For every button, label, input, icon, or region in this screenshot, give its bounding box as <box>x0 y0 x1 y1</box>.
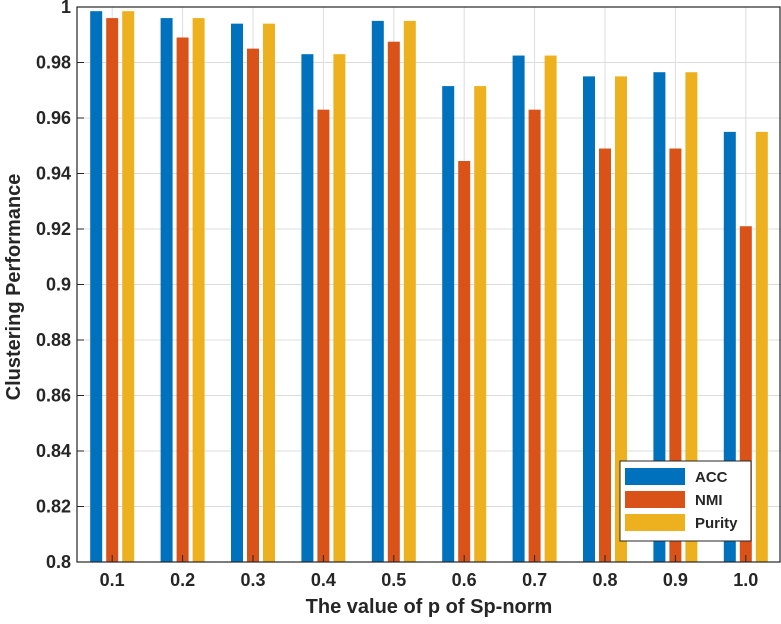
x-tick-label: 0.2 <box>170 570 195 590</box>
bar-acc-0.2 <box>160 18 173 563</box>
bar-purity-0.8 <box>615 76 627 562</box>
bar-purity-0.2 <box>192 18 205 563</box>
bar-acc-0.5 <box>371 20 384 563</box>
bar-purity-0.3 <box>263 23 275 562</box>
bar-acc-0.4 <box>301 54 314 563</box>
bar-nmi-0.3 <box>247 48 259 563</box>
bar-purity-0.5 <box>403 20 416 563</box>
y-tick-label: 0.9 <box>46 275 71 295</box>
legend-swatch-purity <box>625 514 685 531</box>
y-tick-label: 1 <box>61 0 71 17</box>
bar-acc-0.3 <box>231 23 243 562</box>
x-tick-label: 0.1 <box>100 570 125 590</box>
legend-swatch-nmi <box>625 491 685 508</box>
x-tick-label: 0.3 <box>240 570 265 590</box>
bar-acc-0.7 <box>512 55 525 563</box>
legend-label-acc: ACC <box>695 469 728 486</box>
bar-nmi-0.5 <box>387 41 400 562</box>
x-tick-label: 0.9 <box>663 570 688 590</box>
x-axis-title: The value of p of Sp-norm <box>306 596 553 618</box>
bar-purity-0.4 <box>333 54 346 563</box>
y-tick-label: 0.84 <box>36 441 71 461</box>
bar-nmi-0.9 <box>669 148 682 562</box>
y-tick-label: 0.86 <box>36 386 71 406</box>
x-tick-label: 0.6 <box>452 570 477 590</box>
bar-nmi-0.2 <box>176 37 189 562</box>
y-tick-label: 0.82 <box>36 497 71 517</box>
bar-nmi-0.8 <box>599 148 611 562</box>
bars-layer <box>90 11 768 563</box>
legend-label-nmi: NMI <box>695 492 723 509</box>
bar-nmi-0.4 <box>317 109 330 563</box>
bar-acc-0.6 <box>442 86 455 562</box>
bar-nmi-0.6 <box>458 161 471 562</box>
x-tick-label: 1.0 <box>733 570 758 590</box>
x-tick-label: 0.4 <box>311 570 336 590</box>
legend-label-purity: Purity <box>695 515 738 532</box>
ticks-layer: 0.8 0.82 0.84 0.86 0.88 0.9 0.92 0.94 0.96 0.98 1 0… <box>36 0 758 590</box>
y-tick-label: 0.8 <box>46 552 71 572</box>
bar-purity-0.1 <box>122 11 135 563</box>
bar-acc-0.8 <box>583 76 595 562</box>
x-tick-label: 0.7 <box>522 570 547 590</box>
bar-purity-0.9 <box>685 72 698 563</box>
y-tick-label: 0.94 <box>36 164 71 184</box>
legend-swatch-acc <box>625 468 685 485</box>
y-tick-label: 0.96 <box>36 108 71 128</box>
y-tick-label: 0.92 <box>36 219 71 239</box>
bar-acc-0.9 <box>653 72 666 563</box>
bar-purity-0.7 <box>544 55 557 563</box>
bar-nmi-0.7 <box>528 109 541 563</box>
y-axis-title: Clustering Performance <box>3 174 25 401</box>
bar-purity-1.0 <box>755 131 768 562</box>
x-tick-label: 0.8 <box>592 570 617 590</box>
x-tick-label: 0.5 <box>381 570 406 590</box>
bar-acc-0.1 <box>90 11 103 563</box>
bar-purity-0.6 <box>474 86 487 562</box>
bar-acc-1.0 <box>723 131 736 562</box>
bar-nmi-0.1 <box>106 18 119 563</box>
legend: ACC NMI Purity <box>619 460 752 542</box>
y-tick-label: 0.98 <box>36 53 71 73</box>
y-tick-label: 0.88 <box>36 330 71 350</box>
